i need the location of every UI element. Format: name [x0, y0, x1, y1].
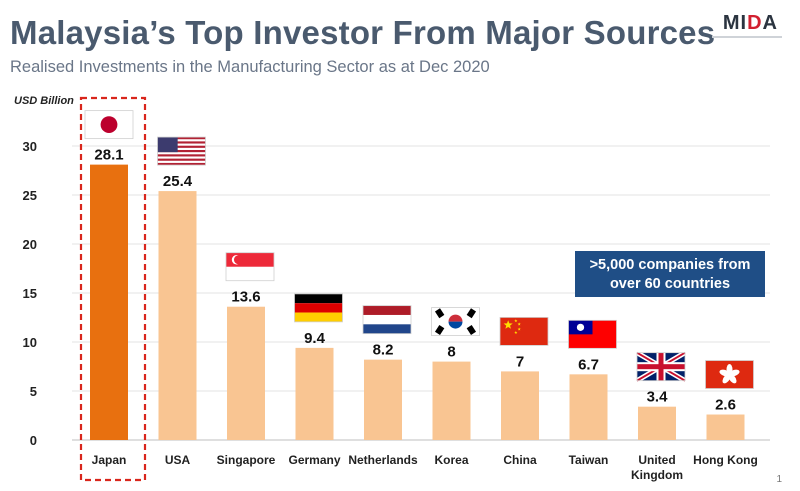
- data-label: 13.6: [231, 289, 260, 306]
- flag-taiwan-icon: [568, 319, 617, 349]
- mida-logo: MIDA: [722, 12, 778, 34]
- callout-line-1: >5,000 companies from: [589, 257, 751, 273]
- flag-netherlands-icon: [362, 305, 412, 335]
- x-tick-label: USA: [165, 453, 191, 467]
- x-tick-label: Korea: [434, 453, 468, 467]
- flag-germany-icon: [294, 293, 343, 323]
- x-tick-label: Netherlands: [348, 453, 418, 467]
- highlight-box: [79, 96, 147, 482]
- flag-japan-icon: [84, 110, 134, 140]
- flag-korea-icon: [431, 307, 480, 337]
- bar: [569, 374, 608, 440]
- x-tick-label: Kingdom: [631, 468, 683, 482]
- data-label: 3.4: [647, 389, 669, 406]
- flag-singapore-icon: [225, 252, 275, 282]
- chart-subtitle: Realised Investments in the Manufacturin…: [10, 58, 490, 76]
- data-label: 8.2: [373, 342, 394, 359]
- x-tick-label: China: [503, 453, 537, 467]
- logo-underline: [712, 36, 782, 38]
- y-tick-label: 15: [23, 286, 37, 301]
- data-label: 9.4: [304, 330, 326, 347]
- flag-usa-icon: [157, 136, 206, 166]
- y-tick-label: 10: [23, 335, 37, 350]
- bar: [295, 347, 334, 440]
- flag-hongkong-icon: [705, 360, 754, 389]
- data-label: 6.7: [578, 356, 599, 373]
- bar: [706, 414, 745, 440]
- data-label: 7: [516, 353, 524, 370]
- bar: [432, 361, 471, 440]
- y-tick-label: 0: [30, 433, 37, 448]
- data-label: 2.6: [715, 397, 736, 414]
- bar: [364, 359, 402, 440]
- y-tick-label: 30: [23, 139, 37, 154]
- data-label: 25.4: [163, 173, 193, 190]
- bar: [638, 406, 676, 440]
- chart-title: Malaysia’s Top Investor From Major Sourc…: [10, 14, 716, 51]
- x-tick-label: Japan: [92, 453, 127, 467]
- callout-box: >5,000 companies from over 60 countries: [575, 251, 765, 297]
- x-tick-label: Germany: [288, 453, 340, 467]
- x-tick-label: United: [638, 453, 675, 467]
- bar: [227, 306, 265, 440]
- data-label: 28.1: [94, 147, 123, 164]
- data-label: 8: [447, 344, 455, 361]
- page-number: 1: [776, 474, 782, 485]
- bar: [501, 371, 539, 440]
- y-tick-label: 25: [23, 188, 37, 203]
- flag-china-icon: [499, 316, 549, 346]
- x-tick-label: Singapore: [217, 453, 276, 467]
- y-axis-label: USD Billion: [14, 95, 74, 107]
- bar: [90, 164, 128, 440]
- flag-uk-icon: [635, 350, 687, 383]
- bar: [158, 191, 197, 440]
- x-tick-label: Taiwan: [569, 453, 609, 467]
- x-tick-label: Hong Kong: [693, 453, 758, 467]
- y-tick-label: 20: [23, 237, 37, 252]
- y-tick-label: 5: [30, 384, 37, 399]
- callout-line-2: over 60 countries: [609, 276, 731, 292]
